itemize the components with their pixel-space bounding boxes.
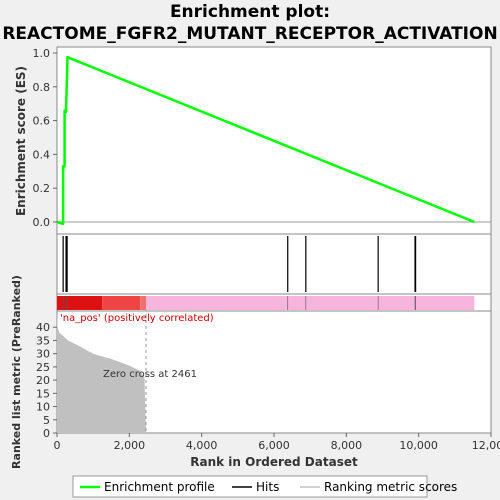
metric-tick-label: 10	[36, 401, 50, 414]
colorbar-segment	[57, 296, 103, 310]
zero-cross-label: Zero cross at 2461	[103, 369, 197, 380]
x-axis-ticks: 0 2,000 4,000 6,000 8,000 10,000 12,000	[54, 433, 500, 452]
positive-correlation-label: 'na_pos' (positively correlated)	[60, 313, 214, 324]
metric-tick-label: 5	[43, 414, 50, 427]
x-tick-label: 2,000	[114, 439, 146, 452]
metric-tick-label: 35	[36, 334, 50, 347]
es-tick-label: 0.4	[33, 148, 51, 161]
legend-label: Ranking metric scores	[324, 480, 457, 494]
es-tick-label: 0.6	[33, 115, 51, 128]
es-tick-label: 0.2	[33, 182, 51, 195]
hit-markers	[62, 236, 417, 292]
ranked-metric-fill	[57, 314, 147, 433]
metric-y-axis-label: Ranked list metric (PreRanked)	[10, 275, 23, 469]
colorbar-segment	[102, 296, 141, 310]
x-tick-label: 8,000	[331, 439, 363, 452]
hits-panel	[56, 233, 492, 295]
metric-tick-label: 30	[36, 348, 50, 361]
metric-tick-label: 40	[36, 321, 50, 334]
es-y-ticks: 0.0 0.2 0.4 0.6 0.8 1.0	[33, 47, 57, 229]
es-tick-label: 0.0	[33, 216, 51, 229]
x-axis-label: Rank in Ordered Dataset	[190, 455, 358, 469]
enrichment-profile-path	[56, 55, 475, 225]
x-tick-label: 6,000	[258, 439, 290, 452]
metric-tick-label: 0	[43, 427, 50, 440]
es-tick-label: 0.8	[33, 81, 51, 94]
metric-tick-label: 25	[36, 361, 50, 374]
x-tick-label: 0	[54, 439, 61, 452]
legend-label: Enrichment profile	[104, 480, 215, 494]
legend: Enrichment profile Hits Ranking metric sco…	[80, 480, 457, 494]
chart-title-line2: REACTOME_FGFR2_MUTANT_RECEPTOR_ACTIVATIO…	[2, 24, 497, 44]
x-tick-label: 4,000	[186, 439, 218, 452]
metric-tick-label: 15	[36, 387, 50, 400]
x-tick-label: 10,000	[399, 439, 438, 452]
legend-label: Hits	[256, 480, 279, 494]
enrichment-profile-line	[56, 55, 475, 225]
chart-title-line1: Enrichment plot:	[170, 2, 330, 22]
metric-tick-label: 20	[36, 374, 50, 387]
ranked-metric-area	[57, 296, 147, 433]
es-y-axis-label: Enrichment score (ES)	[14, 66, 28, 216]
colorbar-segment	[146, 296, 475, 310]
colorbar-segment	[140, 296, 147, 310]
es-tick-label: 1.0	[33, 47, 51, 60]
ranking-colorbar	[57, 296, 475, 310]
x-tick-label: 12,000	[472, 439, 500, 452]
